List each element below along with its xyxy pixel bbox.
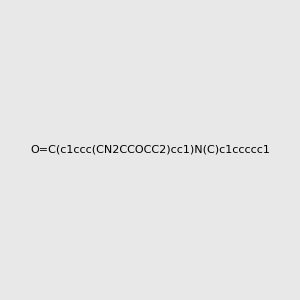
Text: O=C(c1ccc(CN2CCOCC2)cc1)N(C)c1ccccc1: O=C(c1ccc(CN2CCOCC2)cc1)N(C)c1ccccc1	[30, 145, 270, 155]
